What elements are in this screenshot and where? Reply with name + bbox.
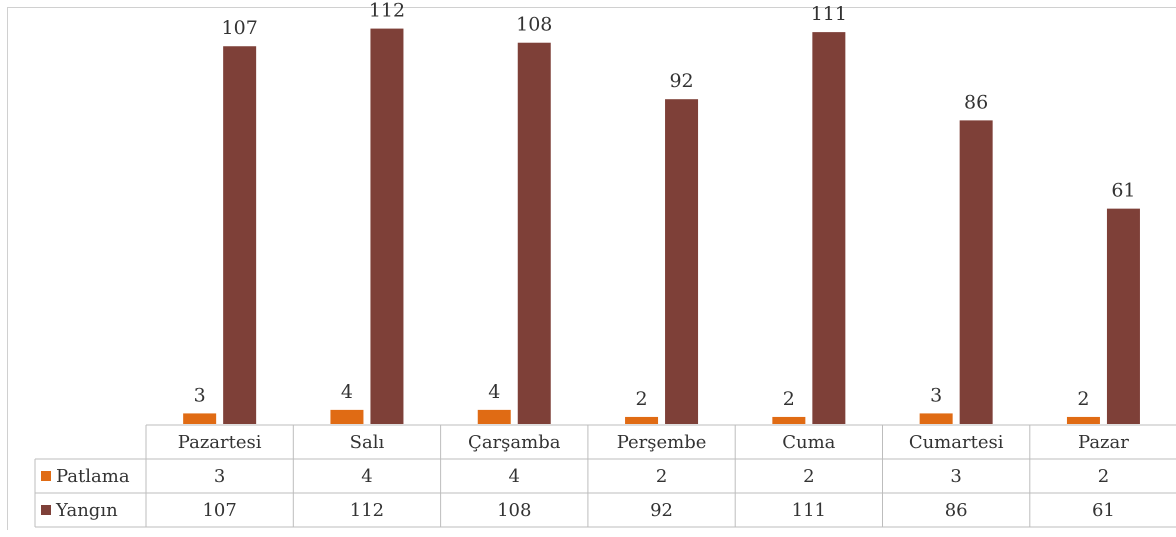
data-label-yangın-1: 112 — [369, 0, 405, 22]
table-cell-patlama-5: 3 — [950, 466, 961, 487]
bar-yangın-2 — [517, 42, 551, 424]
table-cell-yangın-0: 107 — [202, 500, 236, 521]
data-label-yangın-6: 61 — [1111, 180, 1135, 202]
table-cell-patlama-0: 3 — [214, 466, 225, 487]
table-cell-patlama-3: 2 — [656, 466, 667, 487]
bar-yangın-6 — [1106, 208, 1140, 424]
category-label-3: Perşembe — [617, 432, 707, 453]
data-label-patlama-2: 4 — [488, 381, 500, 403]
bar-patlama-1 — [330, 409, 364, 424]
table-cell-patlama-6: 2 — [1098, 466, 1109, 487]
table-cell-yangın-6: 61 — [1092, 500, 1115, 521]
legend-swatch-patlama — [41, 471, 51, 481]
data-label-patlama-1: 4 — [341, 381, 353, 403]
data-label-yangın-0: 107 — [222, 17, 258, 39]
bar-yangın-3 — [665, 99, 699, 424]
table-cell-yangın-3: 92 — [650, 500, 673, 521]
table-cell-patlama-2: 4 — [509, 466, 520, 487]
data-label-yangın-4: 111 — [811, 3, 847, 25]
table-cell-yangın-1: 112 — [350, 500, 384, 521]
table-cell-yangın-2: 108 — [497, 500, 531, 521]
data-label-yangın-5: 86 — [964, 91, 988, 113]
table-cell-yangın-5: 86 — [945, 500, 968, 521]
bar-patlama-3 — [625, 416, 659, 424]
table-cell-patlama-4: 2 — [803, 466, 814, 487]
bar-patlama-0 — [183, 413, 217, 424]
data-label-patlama-4: 2 — [783, 388, 795, 410]
legend-swatch-yangın — [41, 505, 51, 515]
data-label-patlama-0: 3 — [194, 384, 206, 406]
bar-yangın-4 — [812, 32, 846, 425]
data-label-patlama-5: 3 — [930, 384, 942, 406]
bar-patlama-5 — [919, 413, 953, 424]
category-label-6: Pazar — [1078, 432, 1129, 453]
category-label-4: Cuma — [782, 432, 835, 453]
data-label-patlama-3: 2 — [636, 388, 648, 410]
data-label-patlama-6: 2 — [1077, 388, 1089, 410]
bar-yangın-1 — [370, 28, 404, 424]
category-label-1: Salı — [350, 432, 385, 453]
data-label-yangın-2: 108 — [516, 14, 552, 36]
category-label-0: Pazartesi — [178, 432, 262, 453]
table-cell-patlama-1: 4 — [361, 466, 372, 487]
category-label-5: Cumartesi — [909, 432, 1004, 453]
bar-patlama-2 — [477, 409, 511, 424]
category-label-2: Çarşamba — [468, 432, 561, 453]
legend-label-yangın: Yangın — [55, 500, 118, 521]
bar-patlama-6 — [1066, 416, 1100, 424]
bar-yangın-5 — [959, 120, 993, 425]
bar-yangın-0 — [223, 46, 257, 425]
data-label-yangın-3: 92 — [669, 70, 693, 92]
table-cell-yangın-4: 111 — [792, 500, 826, 521]
bar-patlama-4 — [772, 416, 806, 424]
chart-frame — [7, 7, 1176, 530]
legend-label-patlama: Patlama — [56, 466, 130, 487]
